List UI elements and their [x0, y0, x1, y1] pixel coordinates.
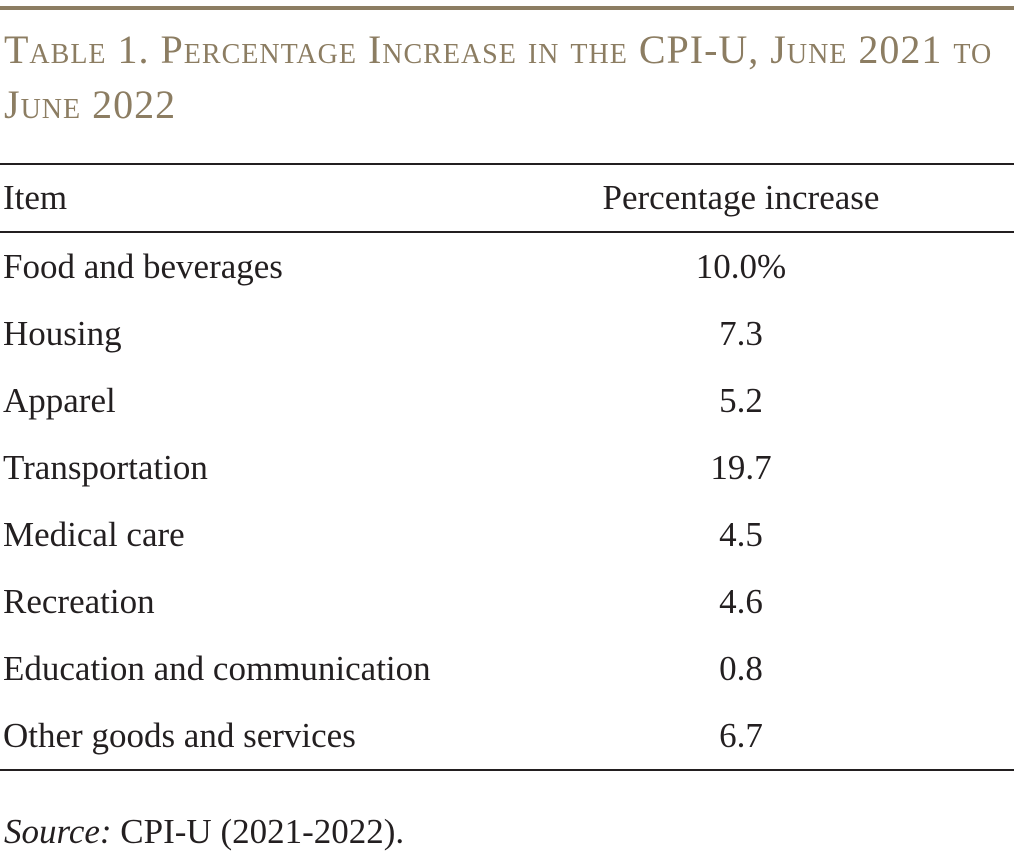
- source-note: Source: CPI-U (2021-2022).: [4, 808, 404, 856]
- table-row: Transportation 19.7: [0, 434, 1014, 501]
- row-percentage-value: 7.3: [719, 313, 763, 353]
- table-row: Food and beverages 10.0%: [0, 232, 1014, 300]
- row-item-label: Food and beverages: [3, 246, 283, 286]
- row-percentage-value: 4.5: [719, 514, 763, 554]
- top-decorative-rule: [0, 6, 1014, 10]
- table-row: Medical care 4.5: [0, 501, 1014, 568]
- source-label: Source:: [4, 812, 112, 851]
- row-item-label: Medical care: [3, 514, 185, 554]
- column-header-item: Item: [0, 163, 521, 233]
- row-item-label: Recreation: [3, 581, 155, 621]
- table-row: Apparel 5.2: [0, 367, 1014, 434]
- table-row: Recreation 4.6: [0, 568, 1014, 635]
- row-percentage-value: 6.7: [521, 702, 1014, 771]
- cpi-table: Item Percentage increase Food and bevera…: [0, 163, 1014, 771]
- row-item-label: Other goods and services: [0, 702, 521, 771]
- table-header-row: Item Percentage increase: [0, 163, 1014, 233]
- row-item-label: Transportation: [3, 447, 208, 487]
- row-percentage-value: 5.2: [719, 380, 763, 420]
- column-header-percentage: Percentage increase: [521, 163, 1014, 233]
- row-item-label: Education and communication: [3, 648, 431, 688]
- row-percentage-value: 4.6: [719, 581, 763, 621]
- row-percentage-value: 0.8: [719, 648, 763, 688]
- table-row: Housing 7.3: [0, 300, 1014, 367]
- row-percentage-value: 19.7: [710, 447, 772, 487]
- source-text: CPI-U (2021-2022).: [111, 812, 405, 851]
- row-percentage-value: 10.0%: [695, 246, 787, 286]
- row-item-label: Apparel: [3, 380, 116, 420]
- table-row: Other goods and services 6.7: [0, 702, 1014, 771]
- row-item-label: Housing: [3, 313, 122, 353]
- table-row: Education and communication 0.8: [0, 635, 1014, 702]
- table-title: Table 1. Percentage Increase in the CPI-…: [4, 27, 993, 127]
